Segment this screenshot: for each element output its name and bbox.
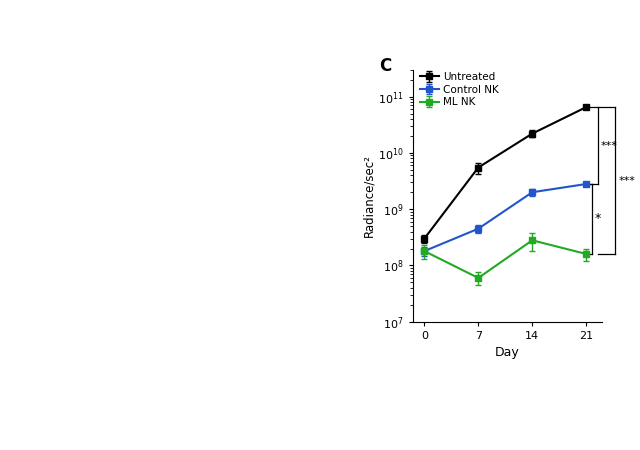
Legend: Untreated, Control NK, ML NK: Untreated, Control NK, ML NK: [418, 70, 501, 109]
Text: ***: ***: [618, 176, 636, 185]
Text: *: *: [595, 212, 601, 225]
Text: ***: ***: [601, 140, 618, 151]
Text: C: C: [379, 57, 391, 75]
Y-axis label: Radiance/sec²: Radiance/sec²: [362, 154, 376, 237]
X-axis label: Day: Day: [495, 346, 520, 360]
